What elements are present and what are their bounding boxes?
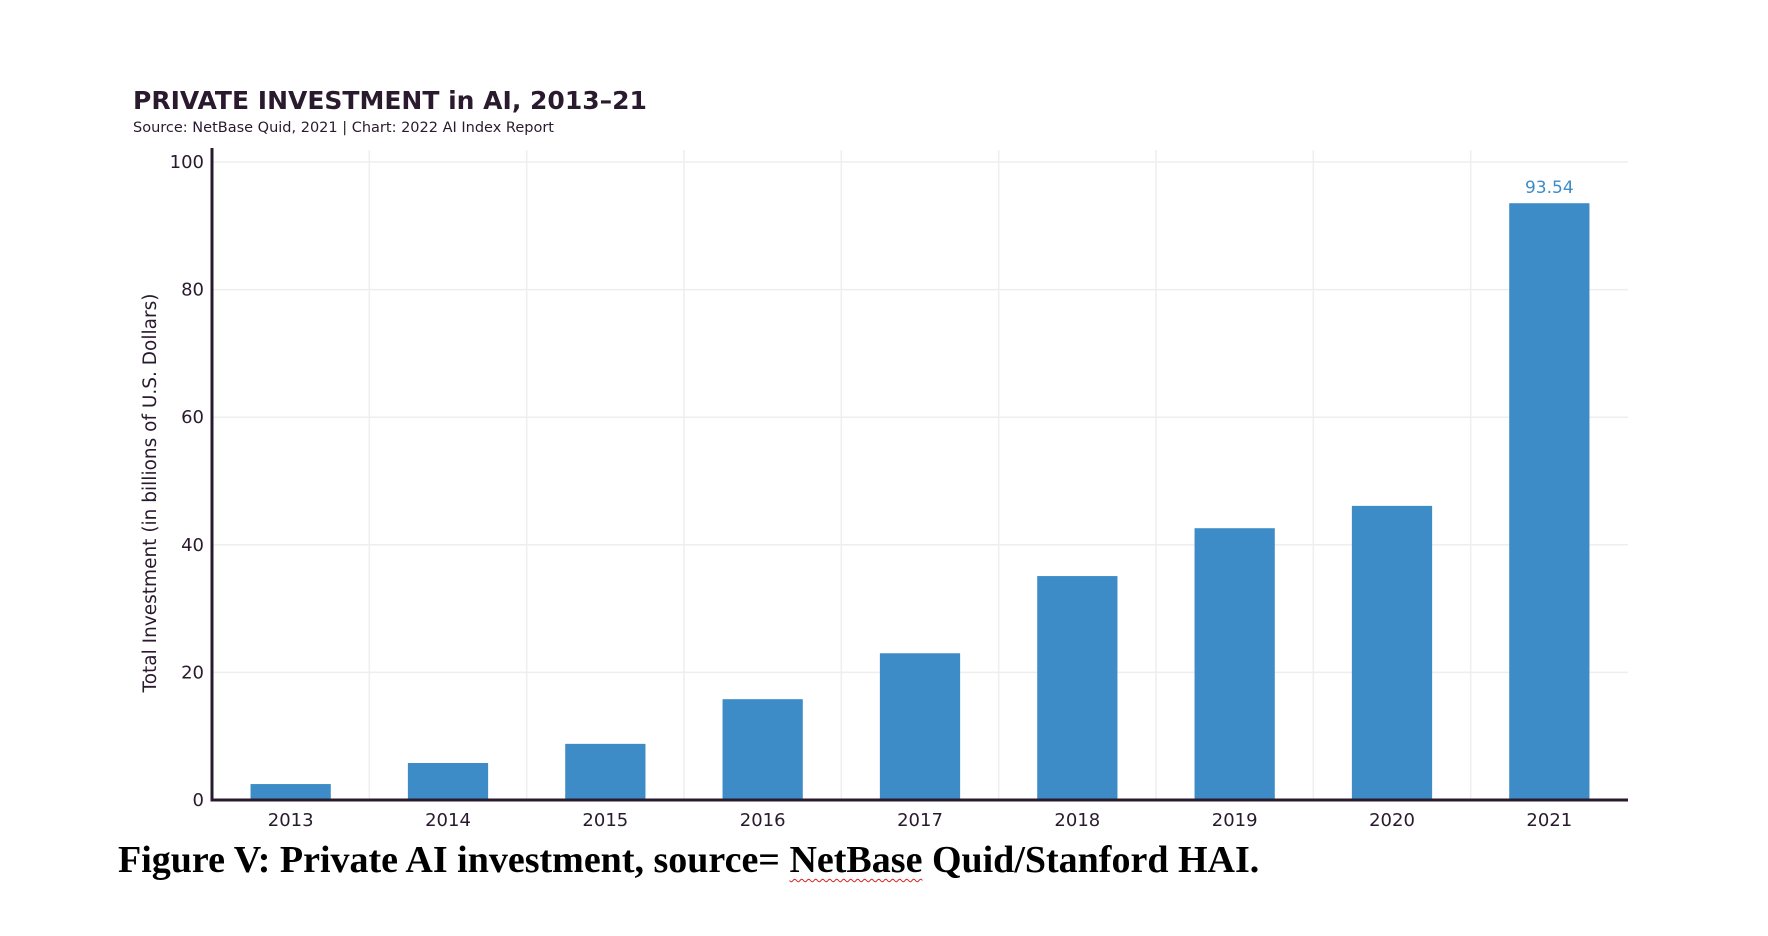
- bars: [250, 203, 1590, 801]
- bar-2015: [565, 743, 646, 800]
- y-tick-label: 40: [181, 535, 204, 556]
- y-tick-label: 0: [193, 790, 204, 811]
- x-tick-label: 2021: [1526, 810, 1572, 831]
- bar-2020: [1351, 505, 1433, 800]
- caption-source-name: NetBase: [789, 839, 923, 881]
- y-tick-label: 60: [181, 407, 204, 428]
- chart-subtitle: Source: NetBase Quid, 2021 | Chart: 2022…: [133, 120, 554, 136]
- data-labels: 93.54: [1525, 178, 1574, 198]
- x-tick-label: 2017: [897, 810, 943, 831]
- bar-2018: [1037, 576, 1118, 800]
- caption-suffix: Quid/Stanford HAI.: [922, 839, 1260, 881]
- y-tick-label: 20: [181, 662, 204, 683]
- bar-2013: [250, 784, 331, 800]
- bar-2019: [1194, 528, 1275, 800]
- axes: 0 20 40 60 80 100 2013 2014 2015 2016 2017 2018 2019…: [170, 148, 1628, 831]
- x-tick-label: 2015: [582, 810, 628, 831]
- data-label-2021: 93.54: [1525, 178, 1574, 198]
- bar-2017: [879, 653, 961, 800]
- x-tick-label: 2016: [740, 810, 786, 831]
- gridlines: [212, 150, 1628, 800]
- x-tick-label: 2018: [1054, 810, 1100, 831]
- y-tick-label: 100: [170, 152, 204, 173]
- x-tick-label: 2013: [268, 810, 314, 831]
- bar-2016: [722, 699, 803, 800]
- x-tick-label: 2014: [425, 810, 471, 831]
- figure-caption: Figure V: Private AI investment, source=…: [118, 838, 1259, 882]
- caption-prefix: Figure V: Private AI investment, source=: [118, 839, 790, 881]
- y-tick-label: 80: [181, 280, 204, 301]
- x-tick-label: 2020: [1369, 810, 1415, 831]
- y-axis-label: Total Investment (in billions of U.S. Do…: [140, 294, 161, 694]
- bar-2014: [407, 762, 489, 800]
- x-tick-label: 2019: [1212, 810, 1258, 831]
- chart-title: PRIVATE INVESTMENT in AI, 2013–21: [133, 86, 647, 115]
- bar-2021: [1509, 203, 1590, 801]
